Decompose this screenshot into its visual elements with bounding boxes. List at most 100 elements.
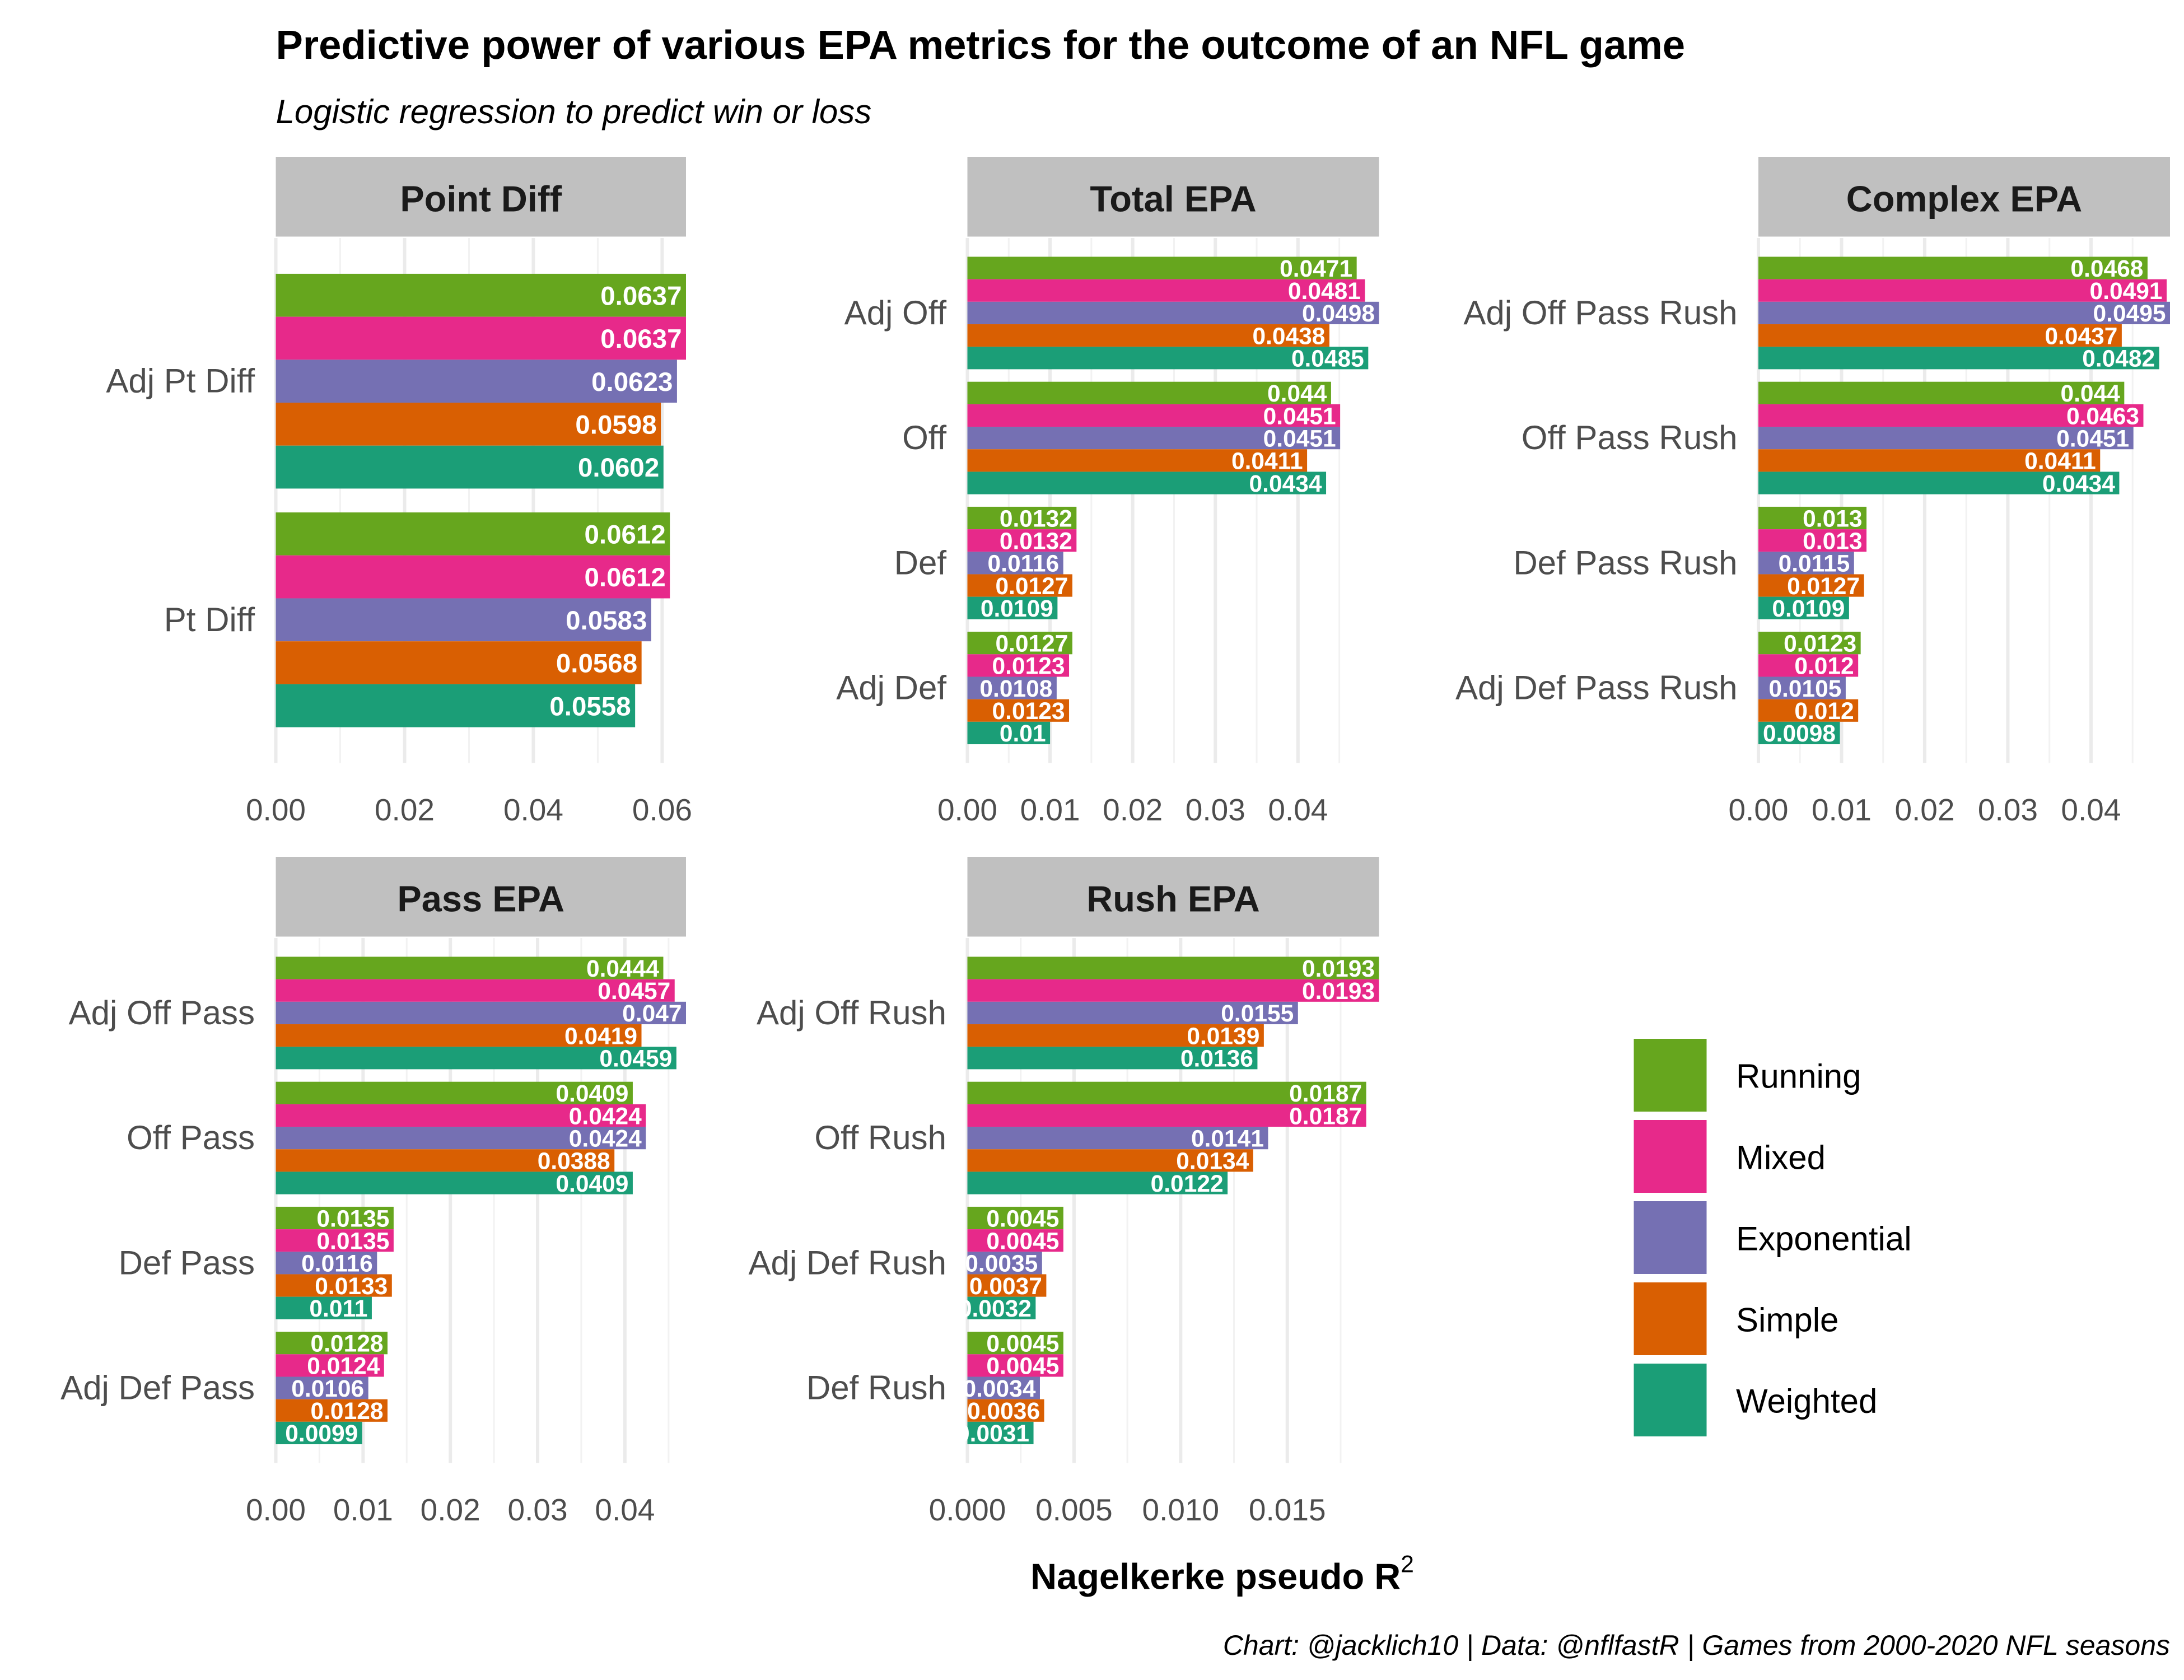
bar-value-label: 0.0602 xyxy=(578,453,659,483)
bar-simple xyxy=(276,1024,642,1047)
y-category-label: Off xyxy=(902,419,946,456)
facet-strip xyxy=(1758,157,2170,237)
bar-value-label: 0.0132 xyxy=(1000,528,1072,554)
x-tick-label: 0.01 xyxy=(1020,792,1080,827)
bar-simple xyxy=(276,1399,388,1422)
x-tick-label: 0.04 xyxy=(2061,792,2121,827)
facet-panel-complex-epa: Complex EPA 0.00 0.01 0.02 0.03 0.04 Adj Off P… xyxy=(1455,157,2170,827)
facet-strip-title: Complex EPA xyxy=(1846,179,2082,220)
bar-simple xyxy=(276,1274,392,1297)
bar-value-label: 0.0424 xyxy=(569,1103,642,1130)
bar-simple xyxy=(1758,574,1864,597)
bar-simple xyxy=(967,699,1070,722)
y-category-label: Off Rush xyxy=(814,1119,946,1156)
bar-mixed xyxy=(1758,654,1859,677)
bar-simple xyxy=(276,1149,615,1172)
y-category-label: Adj Off Rush xyxy=(757,994,946,1032)
bar-simple xyxy=(967,574,1072,597)
bar-simple xyxy=(967,324,1329,347)
bar-value-label: 0.013 xyxy=(1803,506,1862,532)
facet-strip-title: Pass EPA xyxy=(397,879,564,920)
y-category-label: Adj Def Pass Rush xyxy=(1455,669,1738,707)
facet-strip xyxy=(967,857,1379,937)
legend-label: Mixed xyxy=(1736,1139,1826,1177)
bar-value-label: 0.0045 xyxy=(986,1228,1059,1254)
facet-panel-total-epa: Total EPA 0.00 0.01 0.02 0.03 0.04 Adj Off 0.04… xyxy=(836,157,1379,827)
bar-value-label: 0.0128 xyxy=(310,1331,383,1357)
y-category-label: Adj Def Pass xyxy=(60,1369,255,1407)
facet-strip xyxy=(276,157,686,237)
bar-value-label: 0.0481 xyxy=(1288,278,1361,305)
bar-value-label: 0.0424 xyxy=(569,1126,642,1152)
bar-weighted xyxy=(967,596,1058,619)
bar-running xyxy=(276,273,686,317)
facet-strip xyxy=(967,157,1379,237)
x-tick-label: 0.04 xyxy=(595,1492,655,1527)
bar-simple xyxy=(967,1274,1047,1297)
bar-weighted xyxy=(967,347,1369,370)
bar-value-label: 0.0459 xyxy=(599,1046,672,1072)
y-category-label: Adj Off xyxy=(844,294,947,332)
bar-value-label: 0.0583 xyxy=(566,606,647,636)
bar-value-label: 0.044 xyxy=(1267,381,1327,407)
bar-weighted xyxy=(276,1296,372,1319)
bar-simple xyxy=(1758,449,2101,472)
bar-exponential xyxy=(967,427,1341,450)
legend: Running Mixed Exponential Simple Weighted xyxy=(1634,1039,1912,1436)
bar-value-label: 0.0034 xyxy=(963,1376,1035,1402)
bar-exponential xyxy=(967,1376,1040,1399)
y-category-label: Adj Def xyxy=(836,669,946,707)
bar-simple xyxy=(967,1024,1264,1047)
bar-mixed xyxy=(276,555,670,599)
bar-exponential xyxy=(967,1127,1268,1150)
bar-weighted xyxy=(1758,347,2159,370)
x-tick-label: 0.02 xyxy=(421,1492,480,1527)
y-category-label: Adj Def Rush xyxy=(749,1244,947,1281)
y-category-label: Adj Pt Diff xyxy=(106,362,255,400)
bar-value-label: 0.0141 xyxy=(1191,1126,1264,1152)
bar-value-label: 0.0558 xyxy=(549,692,631,721)
bar-value-label: 0.0482 xyxy=(2082,346,2155,372)
bar-value-label: 0.0409 xyxy=(556,1081,628,1107)
bar-running xyxy=(276,1206,394,1230)
bar-value-label: 0.0124 xyxy=(307,1354,380,1380)
x-tick-label: 0.010 xyxy=(1142,1492,1220,1527)
legend-key-mixed xyxy=(1634,1120,1707,1193)
y-category-label: Adj Off Pass xyxy=(69,994,255,1032)
bar-value-label: 0.0434 xyxy=(2042,471,2115,497)
bar-value-label: 0.0193 xyxy=(1302,978,1375,1005)
y-category-label: Def Pass Rush xyxy=(1513,544,1737,581)
bar-value-label: 0.011 xyxy=(309,1296,367,1322)
bar-value-label: 0.0134 xyxy=(1176,1149,1249,1175)
bar-running xyxy=(967,956,1379,979)
bar-running xyxy=(967,256,1357,279)
x-tick-label: 0.02 xyxy=(1894,792,1954,827)
bar-value-label: 0.0031 xyxy=(956,1421,1029,1447)
legend-key-weighted xyxy=(1634,1364,1707,1436)
bar-exponential xyxy=(967,301,1379,325)
bar-weighted xyxy=(1758,472,2120,494)
bar-value-label: 0.0491 xyxy=(2090,278,2163,305)
bar-simple xyxy=(276,641,642,684)
bar-running xyxy=(967,1332,1063,1355)
bar-value-label: 0.0116 xyxy=(988,551,1060,577)
bar-running xyxy=(1758,381,2125,404)
bar-weighted xyxy=(276,684,636,727)
legend-key-exponential xyxy=(1634,1201,1707,1274)
bar-running xyxy=(967,1206,1063,1230)
bar-value-label: 0.0155 xyxy=(1221,1001,1294,1027)
bar-value-label: 0.0037 xyxy=(969,1273,1042,1300)
bar-weighted xyxy=(967,472,1327,494)
bar-exponential xyxy=(1758,301,2170,325)
bar-value-label: 0.012 xyxy=(1794,654,1854,680)
y-category-label: Def Rush xyxy=(806,1369,946,1407)
y-category-label: Off Pass xyxy=(127,1119,255,1156)
bar-exponential xyxy=(967,552,1063,575)
bar-value-label: 0.0122 xyxy=(1151,1171,1224,1197)
bar-mixed xyxy=(967,529,1077,552)
facet-panels: Point Diff 0.00 0.02 0.04 0.06 Adj Pt Diff 0.0… xyxy=(60,157,2170,1527)
bar-value-label: 0.0451 xyxy=(2056,426,2129,452)
bar-value-label: 0.0187 xyxy=(1289,1081,1362,1107)
bar-value-label: 0.0135 xyxy=(316,1228,389,1254)
